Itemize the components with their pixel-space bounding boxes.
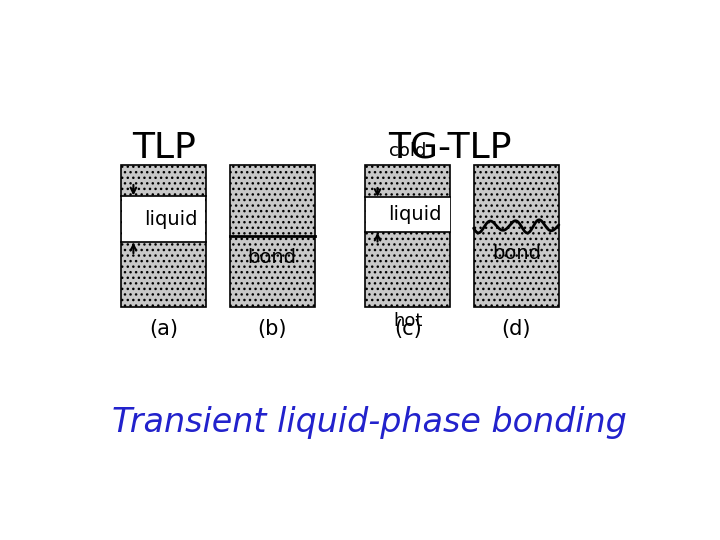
- Text: cold: cold: [389, 142, 426, 160]
- Text: TLP: TLP: [132, 131, 196, 165]
- Bar: [121, 165, 206, 307]
- Text: (c): (c): [394, 319, 422, 339]
- Bar: [365, 165, 451, 307]
- Text: (d): (d): [502, 319, 531, 339]
- Text: hot: hot: [393, 312, 423, 330]
- Bar: [366, 198, 449, 232]
- Text: bond: bond: [248, 248, 297, 267]
- Text: Transient liquid-phase bonding: Transient liquid-phase bonding: [112, 407, 626, 440]
- Bar: [230, 165, 315, 307]
- Text: liquid: liquid: [388, 205, 441, 224]
- Text: (b): (b): [257, 319, 287, 339]
- Bar: [122, 196, 205, 242]
- Bar: [474, 165, 559, 307]
- Text: liquid: liquid: [144, 210, 197, 228]
- Text: TG-TLP: TG-TLP: [389, 131, 512, 165]
- Text: bond: bond: [492, 244, 541, 262]
- Text: (a): (a): [149, 319, 178, 339]
